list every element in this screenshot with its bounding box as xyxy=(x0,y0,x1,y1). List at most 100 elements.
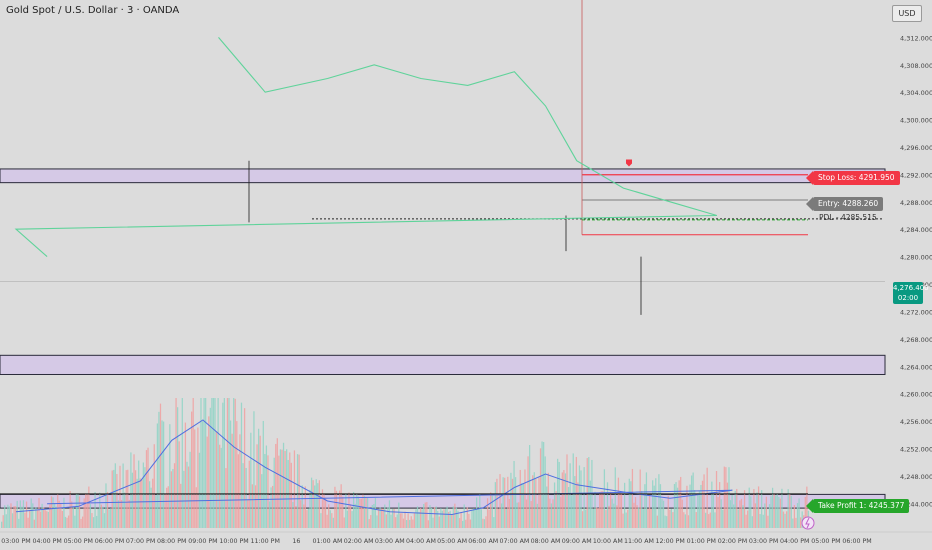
volume-bar xyxy=(176,407,179,528)
volume-bar xyxy=(94,492,96,528)
volume-bar xyxy=(314,485,316,528)
volume-bar xyxy=(773,493,775,528)
volume-bar xyxy=(328,504,330,528)
volume-bar xyxy=(793,505,796,528)
volume-bar xyxy=(53,503,56,528)
volume-bar xyxy=(75,493,78,528)
volume-bar xyxy=(229,420,232,528)
volume-bar xyxy=(418,511,420,528)
y-axis[interactable]: 4,312.000 4,308.000 4,304.000 4,300.000 4,29… xyxy=(886,0,932,550)
volume-bar xyxy=(614,467,616,528)
volume-bar xyxy=(194,429,196,528)
volume-bar xyxy=(92,517,95,528)
candles-layer xyxy=(248,160,642,315)
volume-bar xyxy=(499,474,501,528)
volume-bar xyxy=(262,420,264,528)
x-tick-label: 03:00 AM xyxy=(375,538,405,545)
volume-bar xyxy=(371,504,373,528)
volume-bar xyxy=(391,508,394,528)
volume-bar xyxy=(72,506,74,528)
volume-bar xyxy=(304,486,306,528)
volume-bar xyxy=(293,450,296,528)
volume-bar xyxy=(605,510,607,528)
volume-bar xyxy=(200,398,202,528)
volume-bar xyxy=(5,514,7,528)
volume-bar xyxy=(320,513,322,528)
volume-bar xyxy=(681,499,683,528)
volume-bar xyxy=(567,486,570,528)
volume-bar xyxy=(74,515,76,528)
volume-ma-layer xyxy=(15,419,733,516)
volume-bar xyxy=(704,512,707,528)
volume-bar xyxy=(505,508,507,528)
volume-bar xyxy=(589,480,591,528)
volume-bar xyxy=(528,445,531,528)
volume-bar xyxy=(560,496,562,528)
volume-bar xyxy=(191,411,193,528)
volume-bar xyxy=(731,495,733,528)
volume-ma-line xyxy=(15,419,733,516)
volume-bar xyxy=(715,471,718,528)
volume-bar xyxy=(703,474,705,528)
x-tick-label: 06:00 PM xyxy=(842,538,871,545)
volume-bar xyxy=(563,470,565,528)
stop-loss-label[interactable]: Stop Loss: 4291.950 xyxy=(813,171,900,185)
entry-label[interactable]: Entry: 4288.260 xyxy=(813,197,884,211)
volume-bar xyxy=(103,513,106,528)
take-profit-label[interactable]: Take Profit 1: 4245.377 xyxy=(813,499,910,513)
volume-bar xyxy=(426,502,428,528)
x-axis[interactable]: 03:00 PM 04:00 PM 05:00 PM 06:00 PM 07:00 PM… xyxy=(0,531,932,545)
volume-bar xyxy=(354,503,356,528)
volume-bar xyxy=(571,495,573,528)
volume-bar xyxy=(128,499,130,528)
x-tick-label: 04:00 AM xyxy=(406,538,436,545)
volume-bar xyxy=(144,467,146,528)
volume-bar xyxy=(692,472,694,528)
volume-bar xyxy=(13,505,15,528)
volume-bar xyxy=(443,509,445,528)
volume-bar xyxy=(680,476,682,528)
chart-title: Gold Spot / U.S. Dollar · 3 · OANDA xyxy=(6,5,180,16)
volume-bar xyxy=(714,512,716,528)
volume-bar xyxy=(522,483,525,528)
volume-bar xyxy=(524,469,526,528)
x-tick-label: 05:00 AM xyxy=(437,538,467,545)
currency-selector[interactable]: USD xyxy=(892,5,922,22)
volume-bar xyxy=(77,493,79,528)
volume-bar xyxy=(694,490,696,528)
volume-bar xyxy=(667,495,669,528)
volume-bar xyxy=(150,487,152,528)
volume-bar xyxy=(756,492,758,528)
volume-bar xyxy=(80,518,82,528)
volume-bar xyxy=(611,498,613,528)
volume-bar xyxy=(63,497,65,528)
volume-bar xyxy=(398,502,400,528)
volume-bar xyxy=(433,507,436,528)
volume-bar xyxy=(719,482,721,528)
x-tick-label: 16 xyxy=(292,538,300,545)
volume-bar xyxy=(186,461,188,528)
volume-bar xyxy=(247,499,249,528)
volume-bar xyxy=(276,438,278,528)
last-price-badge: 4,276.400 02:00 xyxy=(893,282,929,304)
volume-bar xyxy=(162,421,165,528)
volume-bar xyxy=(482,518,484,528)
volume-bar xyxy=(754,503,757,528)
volume-bar xyxy=(497,508,500,528)
volume-bar xyxy=(457,510,459,528)
volume-bar xyxy=(689,484,691,528)
volume-bar xyxy=(158,411,160,528)
volume-bar xyxy=(580,470,582,528)
volume-bar xyxy=(504,477,506,528)
volume-bar xyxy=(448,511,450,528)
volume-bar xyxy=(382,509,384,528)
y-tick-label: 4,292.000 xyxy=(900,171,932,179)
volume-bar xyxy=(113,469,115,528)
volume-bar xyxy=(46,511,48,528)
volume-bar xyxy=(192,398,194,528)
volume-bar xyxy=(86,494,88,528)
volume-bar xyxy=(664,515,666,528)
volume-bar xyxy=(655,478,657,528)
x-tick-label: 12:00 PM xyxy=(655,538,684,545)
